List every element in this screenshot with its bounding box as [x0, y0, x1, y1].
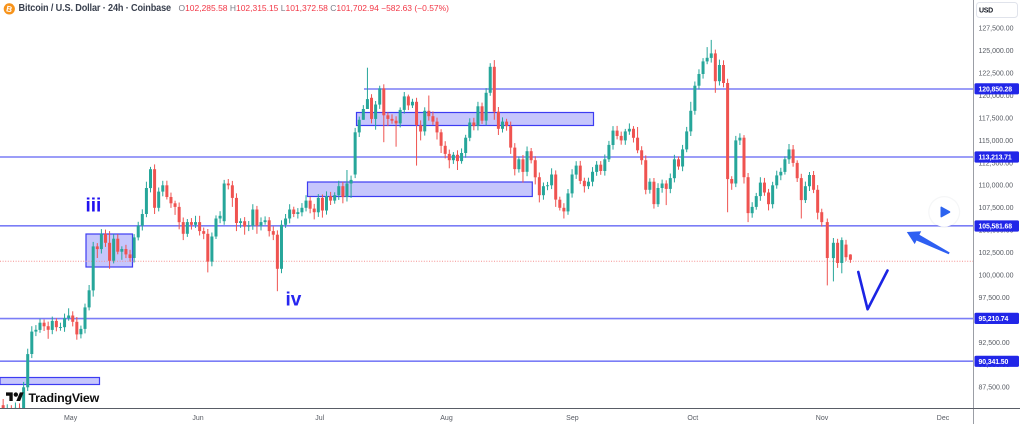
- svg-text:87,500.00: 87,500.00: [979, 385, 1010, 392]
- svg-text:127,500.00: 127,500.00: [979, 26, 1014, 33]
- svg-text:95,210.74: 95,210.74: [979, 316, 1009, 323]
- svg-text:Aug: Aug: [440, 415, 453, 422]
- svg-text:117,500.00: 117,500.00: [979, 115, 1014, 122]
- svg-text:120,000.00: 120,000.00: [979, 93, 1014, 100]
- svg-text:125,000.00: 125,000.00: [979, 48, 1014, 55]
- svg-text:102,500.00: 102,500.00: [979, 250, 1014, 257]
- svg-text:Nov: Nov: [816, 415, 829, 422]
- svg-text:112,500.00: 112,500.00: [979, 160, 1014, 167]
- svg-text:120,850.28: 120,850.28: [979, 86, 1013, 93]
- svg-text:Dec: Dec: [937, 415, 950, 422]
- svg-text:May: May: [64, 415, 78, 422]
- svg-text:90,341.50: 90,341.50: [979, 359, 1009, 366]
- svg-text:Jun: Jun: [192, 415, 203, 422]
- svg-text:iv: iv: [286, 290, 302, 311]
- svg-text:105,581.68: 105,581.68: [979, 224, 1013, 231]
- svg-text:O102,285.58 H102,315.15 L101,3: O102,285.58 H102,315.15 L101,372.58 C101…: [179, 4, 450, 13]
- svg-text:B: B: [5, 4, 13, 14]
- svg-text:110,000.00: 110,000.00: [979, 183, 1014, 190]
- svg-text:113,213.71: 113,213.71: [979, 155, 1012, 162]
- svg-text:USD: USD: [979, 8, 993, 15]
- svg-text:Jul: Jul: [315, 415, 324, 422]
- svg-text:Bitcoin / U.S. Dollar · 24h ·: Bitcoin / U.S. Dollar · 24h · Coinbase: [19, 3, 172, 14]
- svg-text:107,500.00: 107,500.00: [979, 205, 1014, 212]
- svg-text:Oct: Oct: [687, 415, 698, 422]
- svg-text:122,500.00: 122,500.00: [979, 71, 1014, 78]
- svg-text:100,000.00: 100,000.00: [979, 273, 1014, 280]
- svg-text:iii: iii: [86, 196, 102, 217]
- svg-text:Sep: Sep: [566, 415, 579, 422]
- svg-text:TradingView: TradingView: [29, 391, 100, 405]
- svg-text:97,500.00: 97,500.00: [979, 295, 1010, 302]
- svg-text:92,500.00: 92,500.00: [979, 340, 1010, 347]
- svg-text:115,000.00: 115,000.00: [979, 138, 1014, 145]
